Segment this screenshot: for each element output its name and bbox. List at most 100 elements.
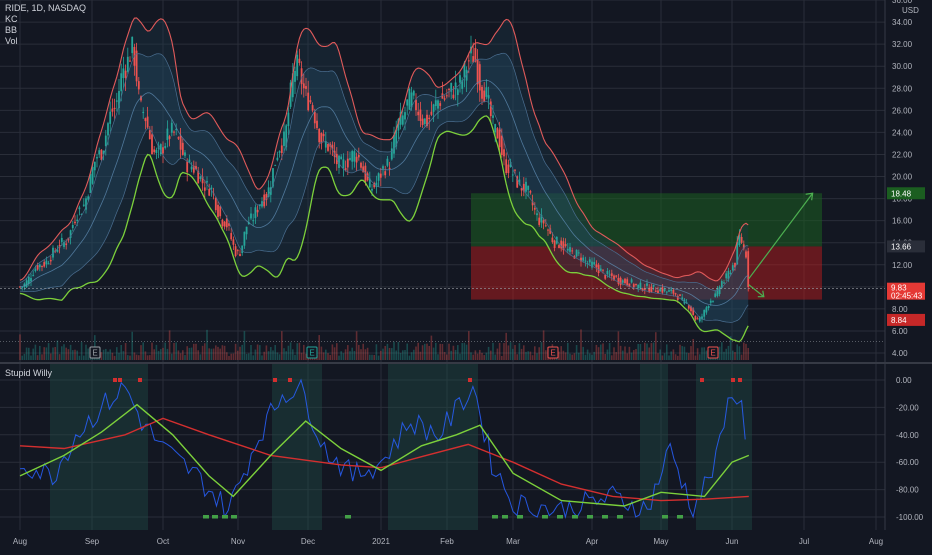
earnings-marker[interactable]: E [89, 346, 101, 359]
candle-body [580, 257, 582, 262]
earnings-marker[interactable]: E [306, 346, 318, 359]
volume-bar [655, 332, 657, 360]
volume-bar [461, 343, 463, 360]
volume-bar [410, 352, 413, 360]
candle-body [309, 100, 312, 103]
volume-bar [296, 343, 298, 360]
candle-body [404, 112, 406, 120]
volume-bar [644, 342, 646, 360]
volume-bar [155, 344, 158, 360]
candle-body [357, 154, 360, 158]
candle-body [529, 191, 532, 193]
candle-body [179, 135, 182, 150]
candle-body [531, 201, 534, 206]
candle-body [408, 88, 411, 110]
candle-body [236, 250, 239, 252]
volume-bar [325, 349, 327, 360]
candle-body [481, 86, 483, 99]
candle-body [349, 158, 351, 160]
volume-bar [747, 347, 749, 360]
candle-body [615, 275, 618, 277]
volume-bar [617, 331, 620, 360]
candle-body [245, 226, 248, 235]
volume-bar [494, 354, 496, 360]
candle-body [388, 167, 391, 170]
candle-body [287, 112, 290, 127]
candle-body [230, 233, 233, 240]
candle-body [219, 206, 222, 217]
candle-body [401, 115, 404, 125]
candle-body [164, 146, 167, 148]
volume-bar [608, 343, 611, 360]
symbol-line[interactable]: RIDE, 1D, NASDAQ [5, 3, 87, 13]
candle-body [38, 264, 41, 268]
volume-bar [542, 330, 545, 360]
volume-bar [512, 348, 514, 360]
volume-bar [239, 346, 241, 360]
volume-bar [151, 342, 153, 360]
candle-body [162, 147, 164, 154]
oscillator-title[interactable]: Stupid Willy [5, 368, 53, 378]
candle-body [265, 193, 268, 200]
risk-reward-zones[interactable] [471, 193, 822, 300]
overbought-dot [113, 378, 117, 382]
candle-body [703, 309, 706, 317]
candle-body [87, 196, 90, 200]
candle-body [439, 103, 442, 106]
candle-body [344, 168, 347, 171]
candle-body [437, 100, 439, 109]
volume-bar [575, 345, 578, 360]
volume-bar [661, 355, 664, 360]
time-axis-label: Jul [799, 537, 809, 546]
osc-axis-label: -20.00 [896, 403, 919, 412]
volume-bar [663, 353, 666, 360]
volume-bar [173, 342, 175, 360]
candle-body [520, 188, 523, 191]
candle-body [467, 60, 470, 62]
volume-bar [54, 347, 56, 360]
candle-body [410, 92, 413, 108]
earnings-marker[interactable]: E [547, 346, 559, 359]
price-axis-label: 32.00 [892, 40, 913, 49]
volume-bar [509, 342, 512, 360]
volume-bar [397, 342, 400, 360]
candle-body [692, 308, 695, 316]
candle-body [307, 92, 310, 111]
candle-body [428, 117, 431, 120]
candle-body [476, 59, 479, 85]
volume-bar [457, 345, 459, 360]
indicator-bb[interactable]: BB [5, 25, 18, 35]
candle-body [36, 265, 39, 270]
volume-bar [230, 353, 232, 360]
volume-bar [144, 351, 147, 360]
volume-bar [270, 347, 272, 360]
candle-body [155, 149, 158, 153]
candle-body [256, 209, 259, 213]
candle-body [313, 111, 316, 124]
volume-bar [485, 352, 488, 360]
volume-bar [483, 355, 485, 360]
candle-body [709, 300, 712, 303]
volume-bar [85, 344, 87, 360]
candle-body [698, 317, 701, 322]
candle-body [659, 288, 662, 291]
candle-body [289, 82, 292, 107]
candle-body [393, 134, 395, 154]
indicator-kc[interactable]: KC [5, 14, 18, 24]
indicator-vol[interactable]: Vol [5, 36, 18, 46]
volume-bar [39, 345, 41, 360]
volume-bar [228, 355, 230, 360]
candle-body [111, 108, 114, 112]
volume-bar [729, 336, 732, 360]
candle-body [668, 290, 670, 292]
candle-body [27, 276, 30, 284]
candle-body [454, 82, 457, 90]
volume-bar [32, 348, 34, 360]
bb-basis-line [19, 79, 749, 306]
earnings-marker[interactable]: E [707, 346, 719, 359]
candle-body [181, 142, 184, 155]
time-axis-label: Aug [13, 537, 27, 546]
volume-bar [67, 349, 70, 360]
